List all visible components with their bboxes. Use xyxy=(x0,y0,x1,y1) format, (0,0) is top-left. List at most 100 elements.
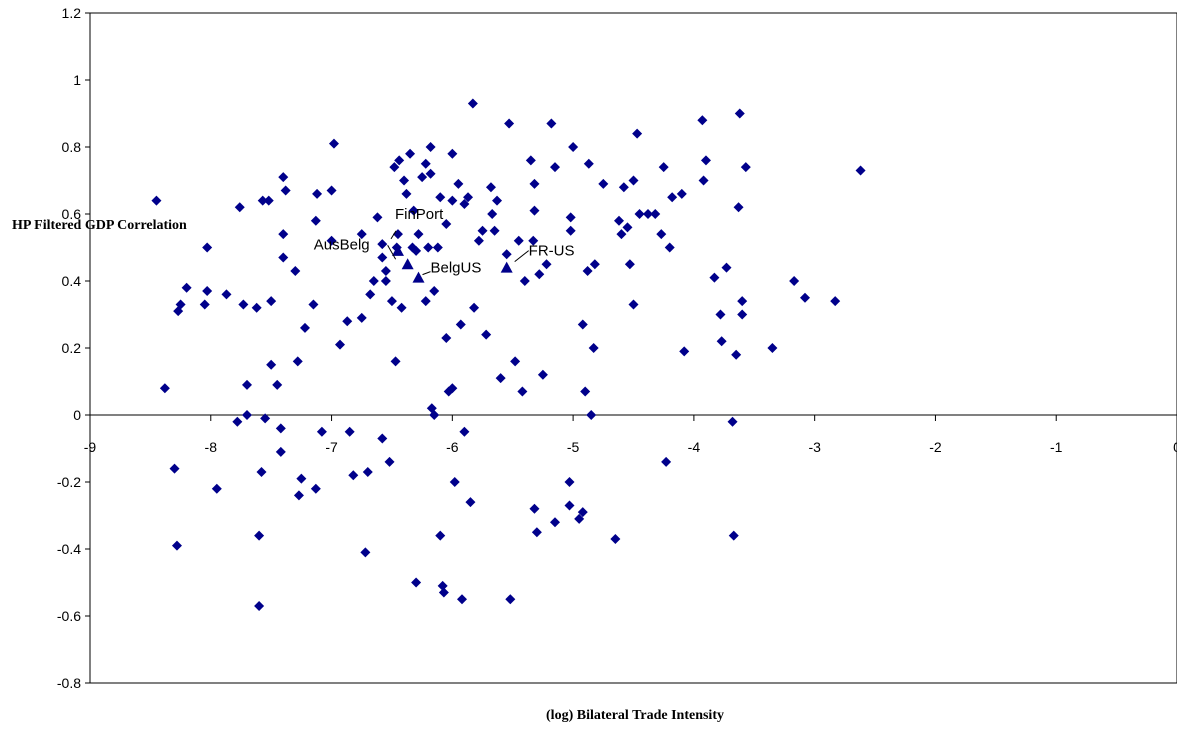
data-point xyxy=(342,316,353,327)
data-point xyxy=(425,142,436,152)
data-point xyxy=(408,205,419,216)
data-point xyxy=(598,178,609,189)
data-point xyxy=(377,252,388,263)
data-point xyxy=(529,503,540,514)
data-point xyxy=(238,299,249,310)
data-point xyxy=(275,423,286,434)
data-point xyxy=(737,309,748,320)
data-point xyxy=(348,470,359,481)
data-point xyxy=(394,155,405,166)
data-point xyxy=(368,276,379,286)
data-point xyxy=(700,155,711,166)
y-tick-label: 0.2 xyxy=(62,340,82,356)
data-point xyxy=(429,286,440,297)
data-point xyxy=(632,128,643,139)
x-tick-label: -2 xyxy=(929,439,942,455)
data-point xyxy=(202,242,213,253)
data-point xyxy=(565,225,576,236)
annotations: FinPort AusBelg BelgUS FR-US xyxy=(314,206,575,277)
data-point xyxy=(501,249,512,260)
data-point xyxy=(420,158,431,169)
data-point xyxy=(199,299,210,310)
data-point xyxy=(528,235,539,246)
x-axis: -9 -8 -7 -6 -5 -4 -3 -2 -1 0 xyxy=(84,414,1177,455)
data-point xyxy=(564,500,575,511)
data-point xyxy=(171,540,182,551)
data-point xyxy=(564,477,575,487)
data-point xyxy=(417,172,428,183)
data-point xyxy=(280,185,291,196)
data-point xyxy=(577,319,588,330)
data-point xyxy=(715,309,726,320)
highlight-point xyxy=(401,258,414,270)
data-point xyxy=(390,356,401,367)
data-point xyxy=(531,527,542,538)
data-point xyxy=(242,410,253,420)
highlight-point xyxy=(391,244,404,256)
data-point xyxy=(202,286,213,297)
data-point xyxy=(396,302,407,313)
data-point xyxy=(221,289,232,300)
data-point xyxy=(389,162,400,173)
data-point xyxy=(360,547,371,558)
data-point xyxy=(438,587,449,598)
data-point xyxy=(257,195,268,206)
y-tick-label: -0.2 xyxy=(57,474,81,490)
data-point xyxy=(251,302,262,313)
data-point xyxy=(473,235,484,246)
data-point xyxy=(727,416,738,427)
data-point xyxy=(485,182,496,193)
plot-area xyxy=(89,12,1177,684)
data-point xyxy=(487,209,498,219)
data-point xyxy=(642,209,653,219)
data-point xyxy=(449,477,460,487)
data-point xyxy=(278,172,289,183)
data-point xyxy=(565,212,576,223)
data-point xyxy=(580,386,591,397)
data-point xyxy=(290,265,301,276)
data-point xyxy=(492,195,503,206)
annotation-label: FinPort xyxy=(395,206,444,223)
data-point xyxy=(411,577,422,588)
data-point xyxy=(278,229,289,240)
data-point xyxy=(335,339,346,350)
y-tick-label: 1.2 xyxy=(62,5,82,21)
data-point xyxy=(679,346,690,357)
data-point xyxy=(534,269,545,280)
data-point xyxy=(413,229,424,240)
data-point xyxy=(504,118,515,129)
data-point xyxy=(716,336,727,347)
data-point xyxy=(477,225,488,236)
data-point xyxy=(622,222,633,233)
data-point xyxy=(658,162,669,173)
annotation-leader xyxy=(387,245,397,260)
y-tick-label: -0.4 xyxy=(57,541,81,557)
highlight-point xyxy=(500,261,513,273)
x-tick-label: 0 xyxy=(1173,439,1177,455)
x-tick-label: -1 xyxy=(1050,439,1063,455)
data-point xyxy=(362,466,373,477)
data-point xyxy=(356,229,367,240)
data-point xyxy=(618,182,629,193)
data-point xyxy=(380,276,391,286)
data-point xyxy=(326,235,337,246)
y-tick-label: 1 xyxy=(73,72,81,88)
data-point xyxy=(721,262,732,273)
data-point xyxy=(175,299,186,310)
data-point xyxy=(767,343,778,353)
data-point xyxy=(734,108,745,119)
x-tick-label: -4 xyxy=(688,439,701,455)
y-tick-label: -0.8 xyxy=(57,675,81,691)
data-point xyxy=(260,413,271,424)
data-point xyxy=(377,433,388,444)
data-point xyxy=(437,580,448,591)
data-point xyxy=(537,369,548,380)
highlight-point xyxy=(412,271,425,283)
data-point xyxy=(582,265,593,276)
data-point xyxy=(616,229,627,240)
annotation-label: FR-US xyxy=(529,243,575,260)
data-point xyxy=(586,410,597,420)
data-point xyxy=(650,209,661,219)
data-point xyxy=(624,259,635,270)
data-point xyxy=(372,212,383,223)
